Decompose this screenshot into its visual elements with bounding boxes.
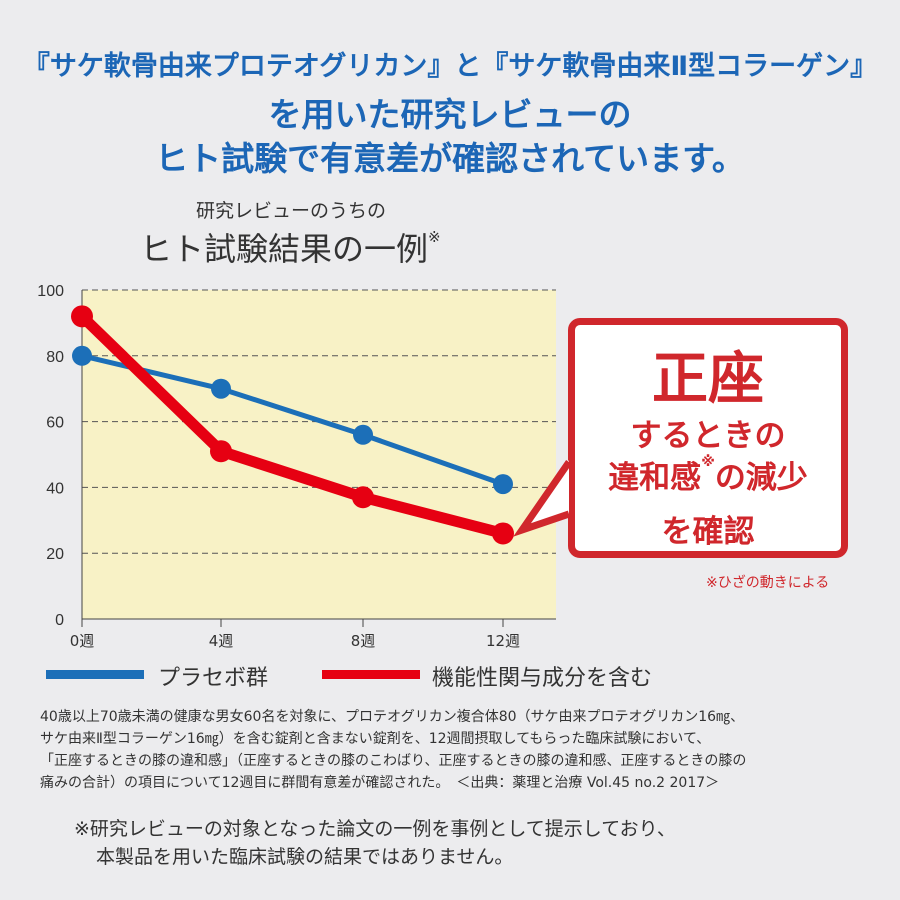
x-tick-labels: 0週 4週 8週 12週	[70, 632, 520, 650]
study-note-line-3: 「正座するときの膝の違和感」（正座するときの膝のこわばり、正座するときの膝の違和…	[40, 753, 747, 769]
callout-box	[568, 318, 848, 558]
disclaimer-line-2: 本製品を用いた臨床試験の結果ではありません。	[96, 846, 514, 868]
series-line-1	[76, 310, 509, 539]
callout-footnote: ※ひざの動きによる	[706, 575, 830, 591]
disclaimer-line-1: ※研究レビューの対象となった論文の一例を事例として提示しており、	[74, 818, 676, 840]
y-tick-label-20: 20	[46, 546, 64, 563]
legend-swatch-active	[322, 670, 420, 679]
data-point-s1-2	[352, 486, 374, 509]
callout-line-4: を確認	[661, 514, 755, 550]
axes	[81, 290, 556, 627]
chart-title-text: ヒト試験結果の一例	[140, 230, 429, 268]
series-lines	[76, 310, 509, 539]
x-tick-label-3: 12週	[486, 632, 520, 650]
callout-line-3a: 違和感	[608, 460, 702, 496]
chart-title: ヒト試験結果の一例※	[140, 224, 441, 270]
y-tick-label-0: 0	[55, 612, 64, 629]
data-point-s1-0	[71, 305, 93, 328]
headline-line-3: ヒト試験で有意差が確認されています。	[155, 139, 745, 178]
study-note-line-1: 40歳以上70歳未満の健康な男女60名を対象に、プロテオグリカン複合体80（サケ…	[40, 709, 745, 725]
data-point-s1-1	[210, 440, 232, 463]
headline-line-1: 『サケ軟骨由来プロテオグリカン』と『サケ軟骨由来Ⅱ型コラーゲン』	[22, 51, 878, 82]
legend-swatch-placebo	[46, 670, 144, 679]
plot-background	[82, 290, 556, 619]
data-point-s0-3	[493, 474, 513, 495]
line-chart: 0 20 40 60 80 100 0週 4週 8週 12週	[37, 283, 556, 650]
callout-line-3: 違和感※の減少	[568, 452, 848, 497]
data-point-s0-0	[72, 345, 92, 366]
x-tick-label-1: 4週	[209, 632, 234, 650]
study-note-line-4: 痛みの合計）の項目について12週目に群間有意差が確認された。 ＜出典：薬理と治療…	[40, 775, 720, 791]
series-points	[71, 305, 514, 545]
legend-label-active: 機能性関与成分を含む	[432, 666, 653, 691]
y-tick-label-80: 80	[46, 349, 64, 366]
legend-label-placebo: プラセボ群	[158, 666, 269, 691]
headline-line-2: を用いた研究レビューの	[268, 95, 632, 134]
data-point-s1-3	[492, 522, 514, 545]
y-tick-labels: 0 20 40 60 80 100	[37, 283, 64, 629]
data-point-s0-1	[211, 378, 231, 399]
callout-big-text: 正座	[652, 347, 764, 412]
gridlines	[82, 289, 556, 554]
y-tick-label-40: 40	[46, 480, 64, 497]
callout-line-2: するときの	[630, 418, 786, 454]
y-tick-label-60: 60	[46, 415, 64, 432]
chart-subtitle: 研究レビューのうちの	[196, 200, 387, 222]
x-tick-label-0: 0週	[70, 632, 95, 650]
chart-title-note-mark: ※	[428, 228, 441, 246]
callout-line-3b: の減少	[714, 460, 808, 496]
y-tick-label-100: 100	[37, 283, 64, 300]
data-point-s0-2	[353, 424, 373, 445]
callout-note-mark: ※	[701, 454, 715, 470]
study-note-line-2: サケ由来Ⅱ型コラーゲン16㎎）を含む錠剤と含まない錠剤を、12週間摂取してもらっ…	[40, 731, 711, 747]
series-line-0	[79, 353, 506, 487]
x-tick-label-2: 8週	[351, 632, 376, 650]
